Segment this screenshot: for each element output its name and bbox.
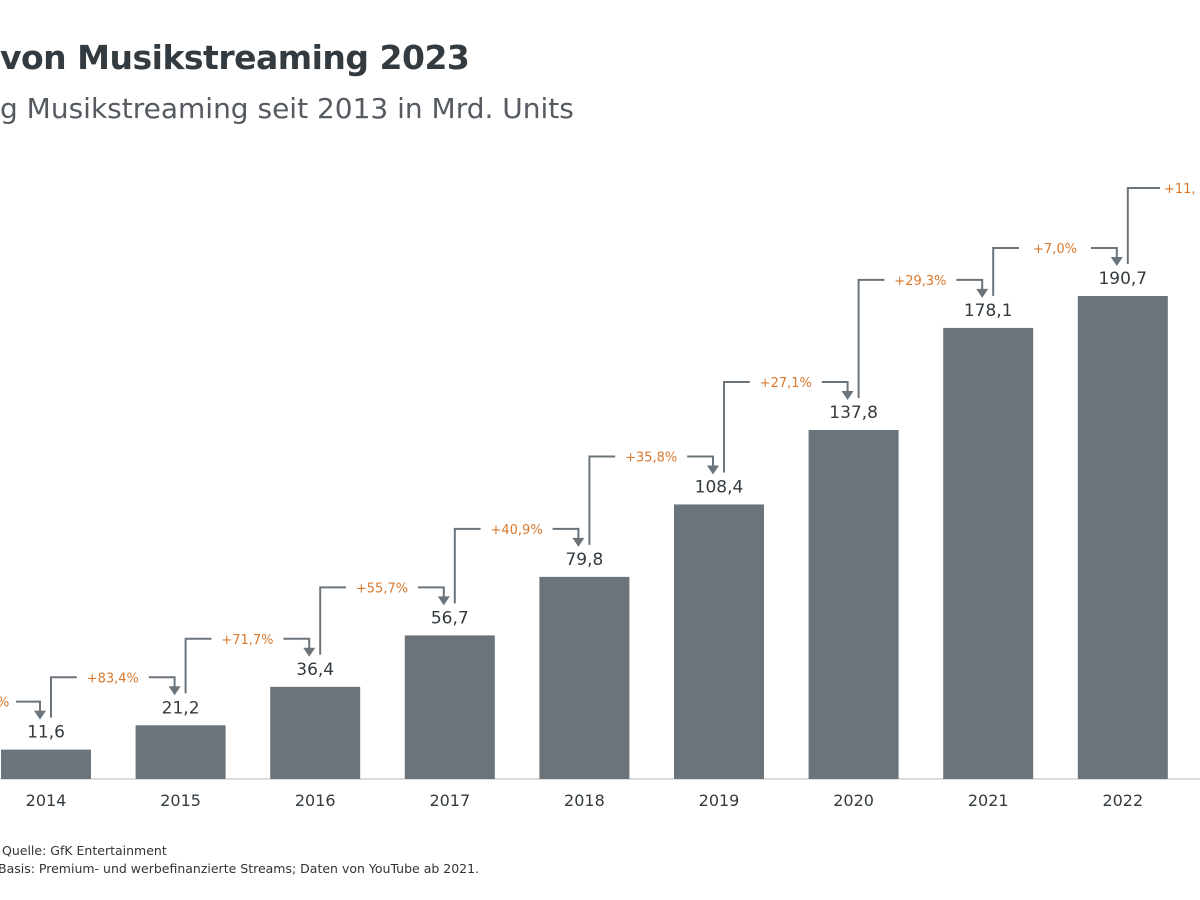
growth-2021-arrow	[976, 288, 989, 298]
source-note: Quelle: GfK Entertainment	[2, 843, 167, 858]
growth-2019-label: +35,8%	[625, 450, 677, 465]
tick-label-2017: 2017	[429, 791, 470, 810]
growth-2017-label: +55,7%	[356, 581, 408, 596]
growth-2018-arrow	[572, 537, 585, 547]
growth-2018-label-bg	[480, 519, 553, 538]
bar-2020	[808, 429, 899, 779]
tick-label-2018: 2018	[564, 791, 605, 810]
growth-2021-label-bg	[884, 270, 957, 289]
value-label-2016: 36,4	[296, 660, 334, 680]
bar-2014	[1, 749, 91, 779]
growth-2014-arrow	[34, 710, 46, 720]
tick-label-2014: 2014	[26, 791, 67, 810]
value-label-2022: 190,7	[1098, 269, 1147, 289]
growth-2022-arrow	[1110, 257, 1123, 266]
chart-subtitle: g Musikstreaming seit 2013 in Mrd. Units	[0, 92, 574, 125]
growth-2018-label: +40,9%	[490, 523, 542, 538]
value-label-2020: 137,8	[829, 403, 878, 423]
bar-2017	[404, 635, 495, 779]
bar-2018	[539, 576, 630, 779]
growth-2022-label-bg	[1019, 239, 1091, 257]
bar-2016	[270, 686, 361, 779]
chart-title: von Musikstreaming 2023	[0, 38, 470, 77]
growth-2015-label-bg	[76, 668, 149, 687]
tick-label-2019: 2019	[699, 791, 740, 810]
growth-2016-label: +71,7%	[221, 633, 273, 648]
bar-2015	[135, 725, 226, 779]
growth-2015-label: +83,4%	[87, 671, 139, 686]
growth-2017-label-bg	[346, 578, 418, 597]
value-label-2019: 108,4	[695, 477, 744, 497]
value-label-2014: 11,6	[27, 723, 65, 743]
tick-label-2015: 2015	[160, 791, 201, 810]
growth-2014-label: %	[0, 696, 9, 711]
value-label-2015: 21,2	[162, 698, 200, 718]
bar-2022	[1077, 296, 1168, 779]
growth-2015-arrow	[168, 686, 181, 696]
growth-2016-label-bg	[211, 629, 284, 648]
growth-2020-label: +27,1%	[760, 376, 812, 391]
tick-label-2020: 2020	[833, 791, 874, 810]
growth-2017-arrow	[437, 596, 450, 606]
growth-2019-arrow	[707, 465, 719, 475]
growth-2016-arrow	[303, 647, 316, 657]
growth-2014-label-bg	[0, 692, 16, 711]
value-label-2021: 178,1	[964, 301, 1013, 321]
growth-2022-label: +7,0%	[1033, 242, 1077, 257]
value-label-2018: 79,8	[565, 550, 603, 570]
growth-2021-label: +29,3%	[894, 274, 946, 289]
value-label-2017: 56,7	[431, 608, 469, 628]
tick-label-2021: 2021	[968, 791, 1009, 810]
tick-label-2022: 2022	[1102, 791, 1143, 810]
bar-2021	[943, 327, 1034, 779]
growth-2023-line	[1126, 187, 1160, 264]
tick-label-2016: 2016	[295, 791, 336, 810]
bar-2019	[674, 504, 764, 779]
basis-note: Basis: Premium- und werbefinanzierte Str…	[0, 861, 480, 876]
growth-2023-label: +11,	[1164, 182, 1196, 197]
growth-2020-label-bg	[749, 372, 822, 391]
growth-2019-label-bg	[615, 447, 688, 466]
growth-2020-arrow	[841, 390, 854, 400]
